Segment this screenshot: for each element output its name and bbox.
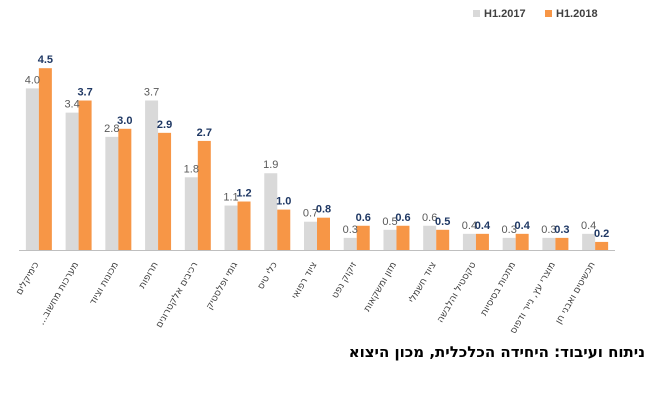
category-label-9: זיקוק נפט — [330, 260, 360, 300]
value-label-2-11: 0.5 — [435, 216, 450, 228]
category-label-13: מתכות בסיסיות — [478, 260, 518, 318]
bar-2-2 — [78, 100, 92, 251]
bar-2-5 — [197, 140, 211, 250]
bar-2-3 — [118, 128, 132, 250]
bar-2-12 — [475, 233, 489, 250]
bar-1-4 — [145, 100, 159, 251]
bar-1-15 — [582, 233, 596, 250]
category-label-12: טקסטיל והלבשה — [435, 260, 479, 325]
value-label-2-5: 2.7 — [197, 127, 212, 139]
bar-2-13 — [515, 233, 529, 250]
value-label-1-2: 3.4 — [64, 99, 79, 111]
value-label-1-4: 3.7 — [144, 87, 159, 99]
category-label-5: רכיבים אלקטרונים — [154, 260, 201, 330]
value-label-1-14: 0.3 — [541, 224, 556, 236]
value-label-1-3: 2.8 — [104, 123, 119, 135]
value-label-2-8: 0.8 — [316, 204, 331, 216]
bar-2-14 — [555, 237, 569, 250]
value-label-2-6: 1.2 — [236, 188, 251, 200]
value-label-1-15: 0.4 — [581, 220, 596, 232]
bar-2-6 — [237, 201, 251, 250]
bar-1-10 — [383, 229, 397, 250]
bar-1-7 — [264, 173, 278, 250]
category-label-1: כימיקלים — [14, 260, 42, 297]
legend: H1.2017 H1.2018 — [473, 8, 598, 20]
bar-1-2 — [65, 112, 79, 250]
bar-2-8 — [317, 217, 330, 250]
bar-2-9 — [356, 225, 370, 250]
bar-1-1 — [25, 88, 39, 251]
bar-1-13 — [502, 237, 516, 250]
value-label-1-5: 1.8 — [184, 163, 199, 175]
bar-2-4 — [158, 132, 172, 250]
value-label-2-2: 3.7 — [77, 87, 92, 99]
legend-swatch-2 — [545, 10, 552, 17]
bar-2-7 — [277, 209, 291, 250]
bars-group — [25, 68, 609, 251]
bar-1-8 — [304, 221, 317, 250]
value-labels-group: 4.03.42.83.71.81.11.90.70.30.5 0.60.4 0.3 0… — [25, 54, 610, 240]
legend-swatch-1 — [473, 10, 480, 17]
category-label-6: גומי ופלסטיק — [204, 260, 240, 312]
value-label-1-6: 1.1 — [223, 192, 238, 204]
category-label-14: מוצרי עץ, נייר ודפוס — [508, 260, 558, 336]
bar-1-5 — [184, 177, 198, 250]
bar-1-3 — [105, 136, 119, 250]
value-label-2-14: 0.3 — [554, 224, 569, 236]
bar-1-14 — [542, 237, 556, 250]
bar-1-6 — [224, 205, 238, 250]
bar-2-1 — [38, 68, 52, 250]
value-label-1-9: 0.3 — [343, 224, 358, 236]
value-label-2-7: 1.0 — [276, 196, 291, 208]
category-label-15: תכשיטים ואבני חן — [553, 260, 597, 326]
value-label-1-11: 0.6 — [422, 212, 437, 224]
legend-label-2: H1.2018 — [556, 8, 598, 20]
value-label-2-3: 3.0 — [117, 115, 132, 127]
value-label-1-1: 4.0 — [25, 74, 40, 86]
value-label-2-10: 0.6 — [395, 212, 410, 224]
value-label-1-8: 0.7 — [303, 208, 318, 220]
value-label-2-15: 0.2 — [594, 228, 609, 240]
value-label-1-10: 0.5 — [382, 216, 397, 228]
category-label-3: מכונות וציוד — [87, 260, 120, 307]
value-label-2-4: 2.9 — [157, 119, 172, 131]
value-label-1-7: 1.9 — [263, 159, 278, 171]
category-label-11: ציוד חשמלי — [407, 260, 439, 305]
legend-label-1: H1.2017 — [484, 8, 526, 20]
value-label-2-13: 0.4 — [515, 220, 531, 232]
category-label-4: תרופות — [137, 260, 161, 291]
category-label-7: כלי טיס — [255, 260, 280, 292]
value-label-2-9: 0.6 — [356, 212, 371, 224]
bar-1-9 — [343, 237, 357, 250]
source-note: ניתוח ועיבוד: היחידה הכלכלית, מכון היצוא — [348, 343, 645, 361]
bar-1-12 — [462, 233, 476, 250]
bar-2-11 — [436, 229, 450, 250]
value-label-2-12: 0.4 — [475, 220, 491, 232]
category-label-2: מערכות מחשוב... — [36, 260, 81, 327]
value-label-1-12: 0.4 — [462, 220, 477, 232]
bar-2-15 — [595, 241, 609, 250]
category-label-10: מזון ומשקאות — [362, 260, 399, 314]
value-label-1-13: 0.3 — [502, 224, 517, 236]
category-label-8: ציוד רפואי — [290, 260, 320, 301]
bar-1-11 — [423, 225, 437, 250]
bar-2-10 — [396, 225, 410, 250]
value-label-2-1: 4.5 — [38, 54, 53, 66]
